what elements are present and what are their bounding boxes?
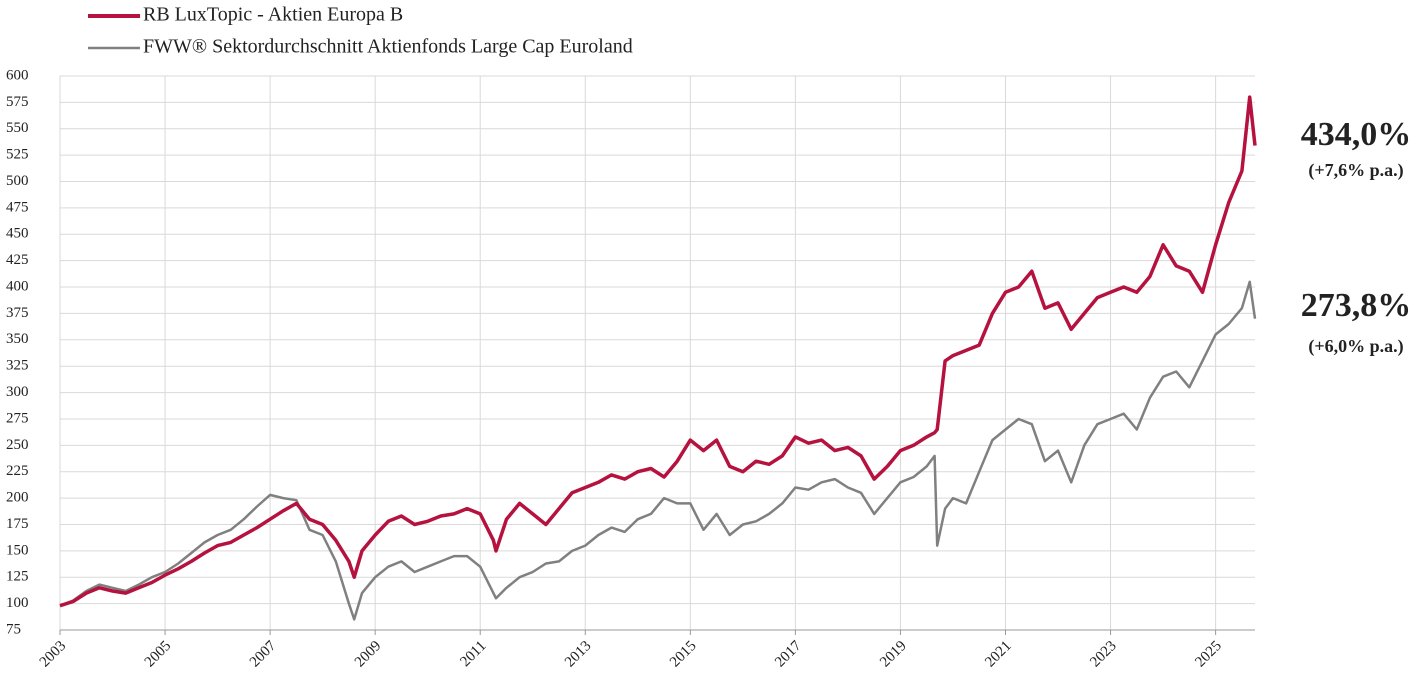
- x-tick-label: 2015: [667, 638, 700, 671]
- series-line: [59, 280, 1257, 621]
- y-tick-label: 475: [6, 199, 29, 215]
- annotation-rate: (+6,0% p.a.): [1308, 336, 1403, 357]
- series-line: [59, 95, 1257, 608]
- x-tick-label: 2005: [142, 638, 175, 671]
- y-tick-label: 250: [6, 437, 29, 453]
- annotation-value: 273,8%: [1301, 287, 1412, 324]
- y-tick-label: 425: [6, 252, 29, 268]
- y-tick-label: 550: [6, 120, 29, 136]
- legend-label: FWW® Sektordurchschnitt Aktienfonds Larg…: [143, 36, 633, 58]
- y-tick-label: 75: [6, 621, 21, 637]
- annotation-rate: (+7,6% p.a.): [1308, 160, 1403, 181]
- y-tick-label: 300: [6, 384, 29, 400]
- y-tick-label: 400: [6, 278, 29, 294]
- x-tick-label: 2019: [877, 638, 910, 671]
- y-tick-label: 225: [6, 463, 29, 479]
- x-tick-label: 2025: [1192, 638, 1225, 671]
- y-tick-label: 525: [6, 147, 29, 163]
- y-tick-label: 175: [6, 516, 29, 532]
- y-tick-label: 575: [6, 94, 29, 110]
- y-tick-label: 375: [6, 305, 29, 321]
- x-tick-label: 2021: [982, 638, 1015, 671]
- x-tick-label: 2013: [562, 638, 595, 671]
- y-tick-label: 350: [6, 331, 29, 347]
- y-tick-label: 150: [6, 542, 29, 558]
- x-tick-label: 2007: [247, 638, 280, 671]
- x-tick-label: 2023: [1087, 638, 1120, 671]
- x-tick-label: 2011: [457, 638, 489, 670]
- y-tick-label: 275: [6, 410, 29, 426]
- x-tick-label: 2017: [772, 638, 805, 671]
- y-tick-label: 600: [6, 67, 29, 83]
- legend-label: RB LuxTopic - Aktien Europa B: [143, 4, 403, 26]
- y-tick-label: 125: [6, 569, 29, 585]
- y-tick-label: 100: [6, 595, 29, 611]
- y-tick-label: 450: [6, 226, 29, 242]
- y-tick-label: 200: [6, 490, 29, 506]
- y-tick-label: 325: [6, 358, 29, 374]
- x-tick-label: 2003: [37, 638, 70, 671]
- annotation-value: 434,0%: [1301, 116, 1412, 153]
- y-tick-label: 500: [6, 173, 29, 189]
- x-tick-label: 2009: [352, 638, 385, 671]
